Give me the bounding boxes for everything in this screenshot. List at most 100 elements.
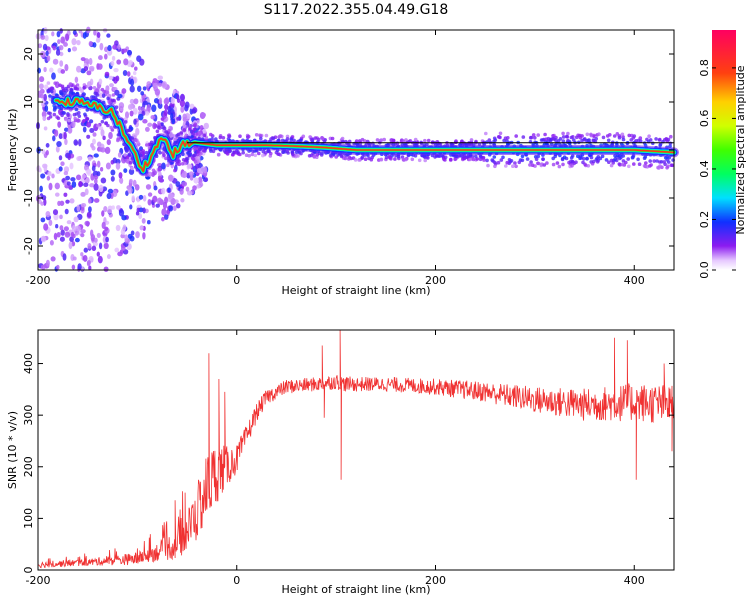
spectrogram-cell: [109, 83, 114, 88]
spectrogram-cell: [71, 225, 77, 233]
spectrogram-cell: [142, 232, 146, 240]
figure-title: S117.2022.355.04.49.G18: [264, 2, 449, 18]
spectrogram-cell: [164, 156, 168, 161]
spectrogram-cell: [536, 133, 540, 137]
spectrogram-cell: [629, 138, 633, 142]
spectrogram-cell: [154, 88, 161, 96]
spectrogram-cell: [145, 143, 149, 147]
spectrogram-cell: [659, 160, 664, 164]
spectrogram-cell: [180, 105, 185, 113]
spectrogram-cell: [70, 231, 75, 237]
spectrogram-cell: [150, 171, 156, 177]
spectrogram-cell: [157, 167, 162, 172]
spectrogram-cell: [227, 134, 232, 139]
spectrogram-cell: [514, 134, 518, 138]
spectrogram-cell: [401, 157, 406, 162]
spectrogram-cell: [80, 229, 86, 234]
spectrogram-cell: [193, 153, 197, 157]
spectrogram-cell: [172, 205, 177, 212]
spectrogram-cell: [116, 59, 122, 65]
spectrogram-cell: [135, 231, 140, 239]
spectrogram-cell: [662, 160, 666, 164]
spectrogram-cell: [119, 108, 124, 112]
colorbar-label: Normalized spectral amplitude: [734, 65, 747, 234]
spectrogram-cell: [110, 176, 115, 182]
x-tick-label: 400: [624, 574, 645, 587]
spectrogram-cell: [93, 198, 100, 203]
spectrogram-cell: [96, 32, 101, 38]
spectrogram-cell: [289, 138, 294, 142]
spectrogram-cell: [199, 182, 204, 187]
spectrogram-cell: [54, 182, 60, 190]
spectrogram-cell: [410, 157, 415, 162]
spectrogram-cell: [607, 160, 611, 164]
spectrogram-cell: [218, 135, 223, 140]
spectrogram-cell: [59, 89, 63, 94]
spectrogram-cell: [71, 264, 76, 270]
spectrogram-cell: [52, 112, 57, 117]
y-tick-label: 300: [22, 405, 35, 426]
spectrogram-cell: [127, 103, 134, 111]
spectrogram-cell: [461, 154, 465, 159]
spectrogram-cell: [367, 156, 371, 161]
spectrogram-cell: [63, 192, 68, 197]
spectrogram-cell: [181, 181, 188, 187]
spectrogram-cell: [116, 205, 121, 210]
spectrogram-cell: [111, 93, 116, 97]
spectrogram-cell: [83, 66, 89, 72]
spectrogram-cell: [576, 154, 580, 158]
spectrogram-cell: [95, 38, 100, 43]
spectrogram-cell: [533, 136, 537, 140]
spectrogram-cell: [132, 71, 137, 76]
spectrogram-cell: [175, 203, 181, 209]
spectrogram-cell: [426, 138, 431, 143]
spectrogram-cell: [541, 138, 545, 142]
spectrogram-cell: [136, 207, 140, 213]
spectrogram-cell: [120, 245, 126, 251]
spectrogram-cell: [609, 158, 614, 163]
spectrogram-cell: [177, 159, 181, 164]
spectrogram-cell: [164, 130, 168, 134]
spectrogram-cell: [106, 209, 113, 214]
spectrogram-cell: [670, 163, 675, 168]
spectrogram-cell: [594, 136, 598, 141]
spectrogram-cell: [106, 96, 110, 101]
spectrogram-cell: [181, 170, 188, 179]
spectrogram-cell: [129, 85, 135, 93]
spectrogram-cell: [80, 202, 87, 208]
spectrogram-cell: [96, 251, 100, 257]
spectrogram-cell: [509, 159, 514, 163]
spectrogram-cell: [187, 113, 191, 119]
spectrogram-cell: [101, 221, 106, 230]
spectrogram-cell: [254, 133, 259, 137]
spectrogram-cell: [164, 104, 169, 110]
spectrogram-cell: [336, 153, 341, 157]
spectrogram-cell: [193, 177, 199, 184]
spectrogram-cell: [133, 98, 139, 105]
spectrogram-cell: [426, 156, 430, 160]
y-tick-label: 10: [22, 95, 35, 109]
spectrogram-cell: [130, 230, 135, 236]
spectrogram-cell: [570, 164, 574, 168]
spectrogram-cell: [209, 149, 213, 153]
spectrogram-cell: [56, 231, 61, 238]
spectrogram-cell: [56, 30, 61, 38]
spectrogram-cell: [192, 127, 197, 132]
spectrogram-cell: [106, 139, 111, 146]
spectrogram-cell: [121, 88, 127, 94]
spectrogram-cell: [228, 149, 233, 153]
spectrogram-cell: [63, 131, 67, 140]
spectrogram-cell: [123, 168, 128, 173]
spectrogram-cell: [83, 182, 89, 188]
spectrogram-cell: [124, 149, 129, 153]
spectrogram-cell: [98, 78, 103, 85]
spectrogram-cell: [176, 116, 181, 121]
spectrogram-cell: [233, 150, 238, 155]
spectrogram-cell: [636, 157, 640, 162]
spectrogram-cell: [63, 166, 70, 173]
spectrogram-cell: [126, 71, 131, 77]
spectrogram-cell: [118, 177, 124, 184]
spectrogram-cell: [155, 203, 160, 208]
spectrogram-cell: [52, 45, 57, 51]
